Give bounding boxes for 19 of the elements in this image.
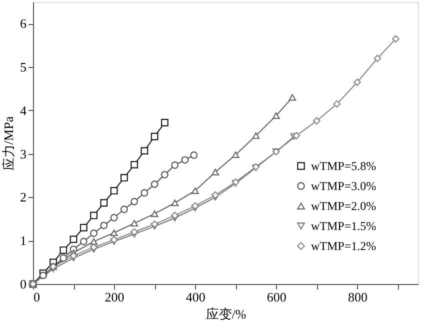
legend-label: wTMP=1.2% [311, 239, 376, 253]
x-tick-label: 200 [104, 290, 124, 304]
y-tick-label: 3 [20, 146, 26, 162]
legend-label: wTMP=5.8% [311, 159, 376, 173]
y-tick-label: 4 [20, 102, 27, 118]
legend-label: wTMP=3.0% [311, 179, 376, 193]
legend-label: wTMP=2.0% [311, 199, 376, 213]
x-tick-label: 800 [348, 290, 368, 304]
y-tick-label: 2 [20, 190, 26, 205]
y-tick-label: 0 [20, 276, 26, 292]
y-tick-label: 5 [20, 60, 26, 75]
x-axis-title: 应变/% [206, 306, 246, 322]
x-tick-label: 0 [34, 290, 40, 304]
x-tick-label: 600 [266, 290, 286, 304]
x-tick-label: 400 [186, 290, 206, 304]
y-tick-label: 1 [20, 233, 26, 248]
y-axis-title: 应力/MPa [1, 116, 16, 171]
y-tick-label: 6 [20, 16, 27, 32]
legend-label: wTMP=1.5% [311, 219, 376, 233]
